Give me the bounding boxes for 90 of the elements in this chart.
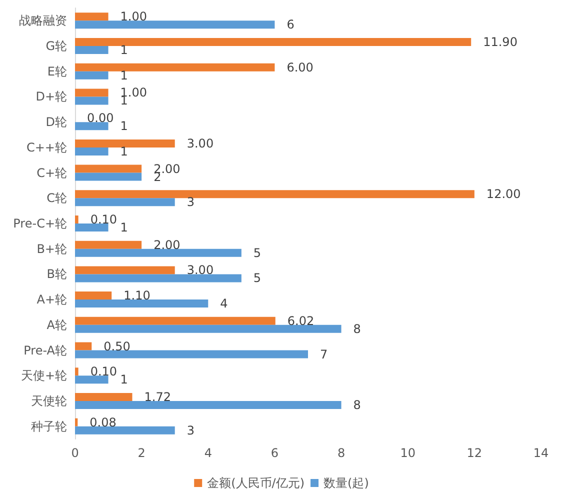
- bar: [75, 266, 175, 274]
- bar: [75, 38, 472, 46]
- data-label: 1: [120, 144, 128, 158]
- y-tick-label: B轮: [46, 267, 67, 282]
- x-tick-label: 0: [71, 446, 79, 460]
- legend-label: 数量(起): [324, 476, 369, 490]
- data-label: 11.90: [483, 35, 518, 50]
- bar: [75, 63, 275, 72]
- bar: [75, 46, 108, 54]
- bar: [75, 426, 175, 434]
- data-label: 4: [220, 296, 228, 311]
- data-label: 1.10: [124, 288, 150, 303]
- data-label: 1.72: [144, 390, 171, 404]
- data-label: 12.00: [486, 187, 521, 202]
- bar: [75, 147, 108, 156]
- y-tick-label: Pre-C+轮: [13, 216, 67, 230]
- bar: [75, 198, 175, 206]
- bar: [75, 418, 78, 426]
- data-label: 1.00: [120, 10, 148, 24]
- data-label: 8: [353, 398, 361, 412]
- y-tick-label: B+轮: [36, 242, 67, 256]
- data-label: 6: [286, 18, 294, 32]
- y-tick-label: D轮: [46, 115, 67, 130]
- bar: [75, 376, 108, 384]
- y-tick-label: 战略融资: [19, 14, 67, 28]
- bar: [75, 300, 208, 308]
- x-tick-label: 6: [270, 446, 279, 460]
- y-tick-label: A轮: [46, 318, 67, 332]
- bar: [75, 164, 142, 173]
- data-label: 1: [120, 119, 128, 134]
- data-label: 3: [186, 195, 194, 210]
- bar: [75, 172, 142, 181]
- bar: [75, 122, 108, 130]
- data-label: 1: [120, 372, 128, 387]
- bar: [75, 392, 132, 401]
- y-tick-label: E轮: [47, 64, 67, 78]
- data-label: 2.00: [154, 238, 180, 252]
- y-tick-label: G轮: [46, 39, 67, 54]
- bar: [75, 190, 474, 198]
- bar: [75, 248, 242, 257]
- bar: [75, 88, 108, 97]
- data-label: 5: [253, 246, 262, 260]
- data-label: 3.00: [186, 136, 214, 150]
- x-tick-label: 2: [138, 446, 146, 460]
- y-tick-label: 天使轮: [31, 394, 67, 408]
- bar: [75, 12, 108, 21]
- bar: [75, 368, 78, 376]
- bar: [75, 96, 108, 105]
- data-label: 6.00: [286, 60, 314, 74]
- y-tick-label: 天使+轮: [20, 368, 67, 383]
- data-label: 1: [120, 68, 128, 82]
- bar: [75, 400, 342, 409]
- bar: [75, 274, 242, 282]
- y-tick-label: C轮: [46, 191, 67, 206]
- data-label: 6.02: [287, 314, 314, 328]
- data-label: 8: [353, 322, 361, 336]
- y-tick-label: D+轮: [36, 90, 67, 104]
- data-label: 0.10: [90, 364, 118, 379]
- bar: [75, 350, 308, 358]
- bar: [75, 224, 108, 232]
- bar: [75, 292, 112, 300]
- data-label: 1: [120, 220, 128, 234]
- legend-label: 金额(人民币/亿元): [207, 476, 305, 490]
- y-tick-label: C++轮: [26, 140, 67, 154]
- bar: [75, 71, 108, 80]
- x-tick-label: 4: [204, 446, 212, 460]
- bar: [75, 324, 342, 333]
- x-tick-label: 8: [337, 446, 346, 460]
- x-tick-label: 12: [466, 446, 482, 460]
- data-label: 0.08: [90, 415, 116, 430]
- bar: [75, 316, 276, 325]
- data-label: 0.00: [87, 111, 114, 126]
- y-tick-label: A+轮: [36, 292, 67, 307]
- y-tick-label: 种子轮: [31, 419, 67, 434]
- bar: [75, 342, 92, 350]
- bar: [75, 20, 275, 29]
- y-tick-label: Pre-A轮: [24, 343, 67, 358]
- data-label: 1: [120, 43, 128, 58]
- x-tick-label: 10: [400, 446, 416, 460]
- data-label: 7: [320, 347, 328, 362]
- data-label: 0.50: [104, 339, 130, 354]
- data-label: 5: [253, 271, 262, 286]
- bar: [75, 139, 175, 148]
- x-tick-label: 14: [533, 446, 549, 460]
- bar: [75, 216, 78, 224]
- y-tick-label: C+轮: [36, 166, 67, 180]
- data-label: 3: [186, 423, 194, 438]
- data-label: 0.10: [90, 212, 118, 226]
- data-label: 3.00: [186, 263, 214, 278]
- bar: [75, 240, 142, 249]
